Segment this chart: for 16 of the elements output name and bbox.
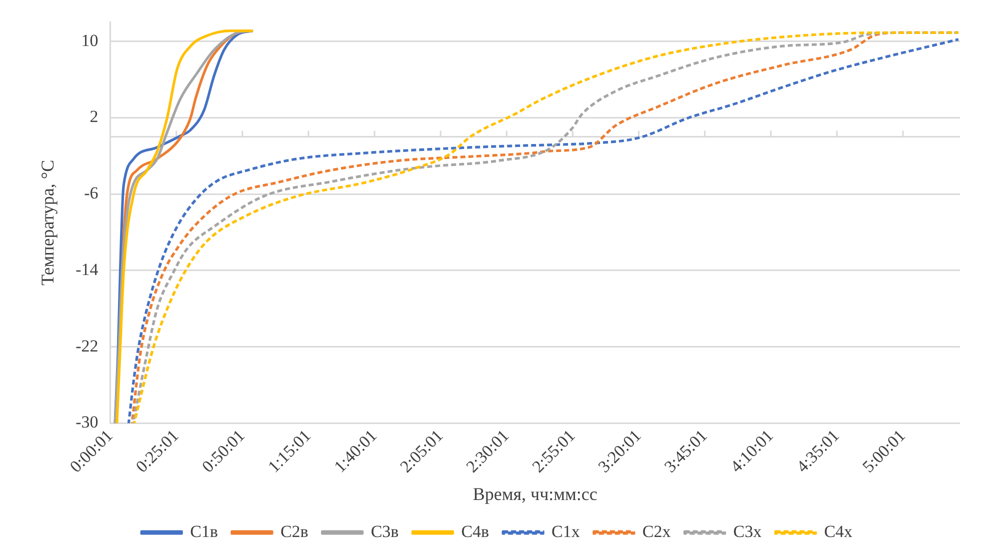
legend-label: С3в (370, 522, 399, 541)
legend-label: С2в (280, 522, 308, 541)
y-tick-label: -22 (76, 336, 98, 356)
y-tick-label: -14 (76, 260, 99, 279)
y-tick-label: -6 (84, 184, 98, 203)
y-tick-label: 2 (90, 107, 98, 126)
legend-label: С3х (733, 522, 762, 541)
y-axis-title: Температура, °C (38, 160, 58, 286)
x-axis-title: Время, чч:мм:сс (472, 484, 598, 504)
legend-label: С2х (642, 522, 672, 541)
legend-label: С4в (461, 522, 490, 541)
y-tick-label: -30 (76, 412, 98, 432)
legend-label: С1х (552, 522, 580, 541)
legend-label: С4х (824, 522, 853, 541)
y-tick-label: 10 (81, 30, 98, 50)
legend-label: С1в (190, 522, 218, 541)
